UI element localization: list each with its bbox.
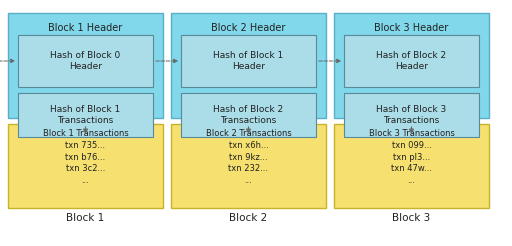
- Bar: [344, 93, 479, 137]
- Bar: [8, 124, 163, 208]
- Bar: [18, 35, 153, 87]
- Text: Hash of Block 1
Header: Hash of Block 1 Header: [214, 51, 284, 71]
- Text: Hash of Block 1
Transactions: Hash of Block 1 Transactions: [50, 105, 121, 125]
- Bar: [344, 35, 479, 87]
- Text: Block 2 Transactions
txn x6h...
txn 9kz...
txn 232...
...: Block 2 Transactions txn x6h... txn 9kz.…: [206, 129, 291, 185]
- Text: Hash of Block 2
Transactions: Hash of Block 2 Transactions: [214, 105, 284, 125]
- Bar: [334, 13, 489, 118]
- Bar: [18, 93, 153, 137]
- Bar: [171, 13, 326, 118]
- Text: Hash of Block 3
Transactions: Hash of Block 3 Transactions: [376, 105, 446, 125]
- Bar: [334, 124, 489, 208]
- Text: Block 1 Transactions
txn 735...
txn b76...
txn 3c2...
...: Block 1 Transactions txn 735... txn b76.…: [42, 129, 129, 185]
- Text: Block 3: Block 3: [392, 213, 431, 223]
- Bar: [8, 13, 163, 118]
- Text: Block 1: Block 1: [67, 213, 104, 223]
- Bar: [181, 93, 316, 137]
- Text: Block 2 Header: Block 2 Header: [211, 23, 286, 33]
- Text: Hash of Block 2
Header: Hash of Block 2 Header: [376, 51, 446, 71]
- Text: Block 3 Header: Block 3 Header: [374, 23, 449, 33]
- Bar: [181, 35, 316, 87]
- Text: Block 2: Block 2: [229, 213, 268, 223]
- Bar: [171, 124, 326, 208]
- Text: Block 3 Transactions
txn 099...
txn pl3...
txn 47w...
...: Block 3 Transactions txn 099... txn pl3.…: [369, 129, 455, 185]
- Text: Block 1 Header: Block 1 Header: [48, 23, 123, 33]
- Text: Hash of Block 0
Header: Hash of Block 0 Header: [50, 51, 121, 71]
